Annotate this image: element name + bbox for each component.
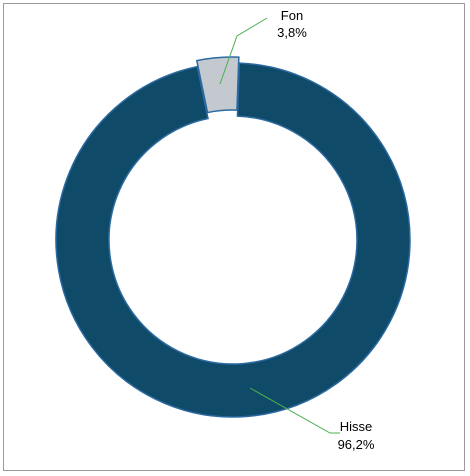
slice-name-hisse: Hisse [340,419,373,434]
leader-line-hisse [249,387,340,434]
leader-line-fon [219,17,268,85]
slice-value-fon: 3,8% [277,25,307,40]
donut-slice-hisse [55,62,411,418]
slice-value-hisse: 96,2% [338,437,375,452]
slice-name-fon: Fon [281,8,303,23]
